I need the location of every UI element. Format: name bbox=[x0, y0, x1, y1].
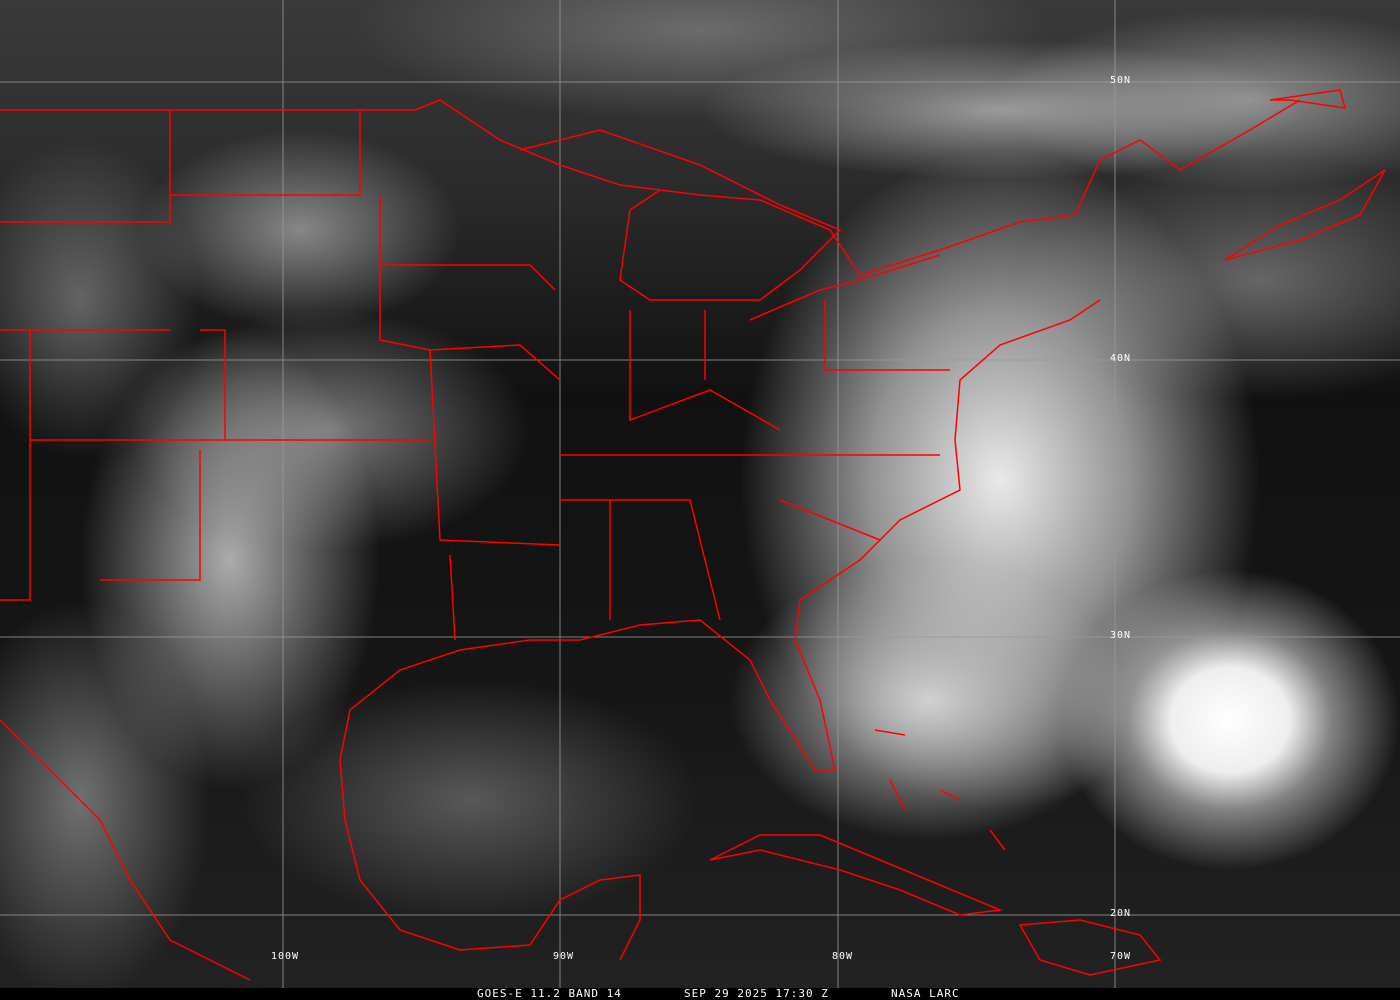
timestamp-label: SEP 29 2025 17:30 Z bbox=[684, 987, 829, 1000]
state-borders bbox=[0, 110, 950, 641]
lat-label-20n: 20N bbox=[1110, 908, 1132, 919]
lat-label-40n: 40N bbox=[1110, 353, 1132, 364]
lat-label-30n: 30N bbox=[1110, 630, 1132, 641]
us-canada-border bbox=[0, 99, 1301, 276]
nova-scotia-newfoundland bbox=[1224, 89, 1386, 261]
cuba bbox=[709, 834, 1003, 916]
lon-label-80w: 80W bbox=[832, 951, 854, 962]
lon-label-100w: 100W bbox=[271, 951, 300, 962]
bahamas bbox=[874, 729, 1006, 851]
hispaniola bbox=[1018, 919, 1162, 976]
gulf-coast bbox=[339, 619, 701, 961]
us-east-coast bbox=[699, 299, 1101, 771]
lon-label-70w: 70W bbox=[1110, 951, 1132, 962]
satellite-band-label: GOES-E 11.2 BAND 14 bbox=[477, 987, 622, 1000]
source-label: NASA LARC bbox=[891, 987, 960, 1000]
lat-label-50n: 50N bbox=[1110, 75, 1132, 86]
political-borders bbox=[0, 89, 1386, 981]
lon-label-90w: 90W bbox=[553, 951, 575, 962]
great-lakes bbox=[519, 129, 941, 321]
caption-bar: GOES-E 11.2 BAND 14 SEP 29 2025 17:30 Z … bbox=[0, 988, 1400, 1000]
mexico-pacific-coast bbox=[0, 719, 251, 981]
